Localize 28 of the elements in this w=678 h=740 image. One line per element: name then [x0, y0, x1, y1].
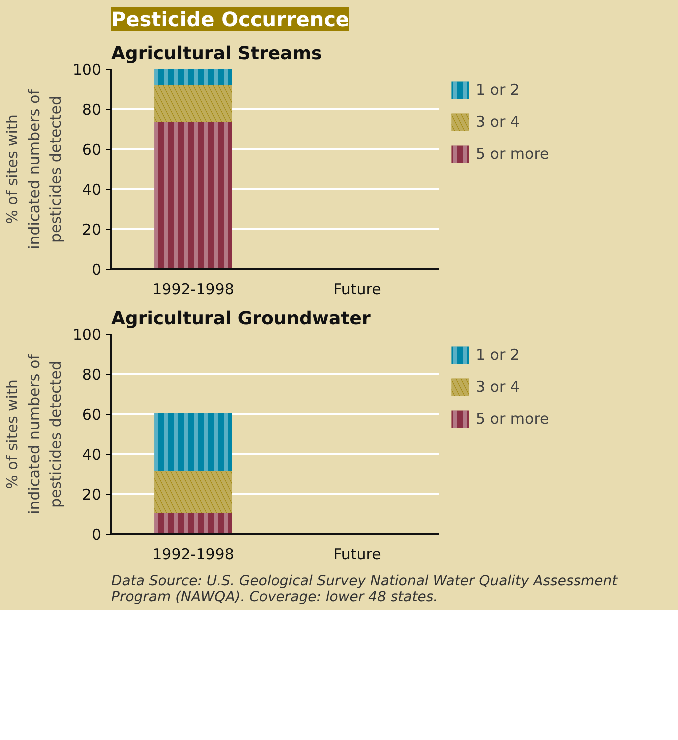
y-tick-label: 60	[82, 406, 102, 424]
y-tick-label: 20	[82, 486, 102, 504]
y-tick-label: 0	[92, 526, 102, 544]
chart-title: Agricultural Streams	[112, 44, 322, 64]
y-tick-label: 100	[72, 61, 102, 79]
chart-title: Agricultural Groundwater	[112, 308, 372, 330]
y-tick-label: 80	[82, 101, 102, 119]
legend-label: 5 or more	[476, 410, 550, 428]
legend-label: 3 or 4	[476, 113, 520, 131]
x-tick-label: 1992-1998	[152, 546, 234, 564]
source-note: Data Source: U.S. Geological Survey National Water Quality Assessment Program (NAWQA). Coverage: lower 48 states.	[112, 574, 618, 606]
y-axis-title: % of sites with indicated numbers of pesticides detected	[4, 88, 65, 250]
legend-label: 1 or 2	[476, 81, 520, 99]
legend-label: 5 or more	[476, 145, 550, 163]
y-tick-label: 60	[82, 141, 102, 159]
text: Pesticide Occurrence	[112, 8, 350, 32]
text: 3 or 4	[476, 378, 520, 396]
y-axis-title: % of sites with indicated numbers of pesticides detected	[4, 354, 65, 514]
y-tick-label: 20	[82, 221, 102, 239]
y-tick-label: 100	[72, 326, 102, 344]
y-tick-label: 40	[82, 181, 102, 199]
x-tick-label: Future	[334, 546, 382, 564]
y-tick-label: 40	[82, 446, 102, 464]
y-tick-label: 80	[82, 366, 102, 384]
x-tick-label: Future	[334, 280, 382, 298]
y-tick-label: 0	[92, 261, 102, 279]
x-tick-label: 1992-1998	[152, 280, 234, 298]
text: 1 or 2	[476, 346, 520, 364]
